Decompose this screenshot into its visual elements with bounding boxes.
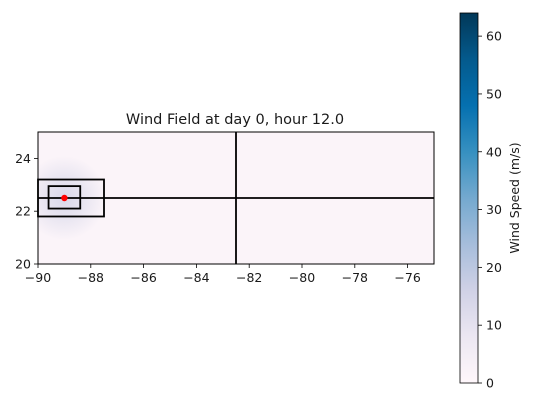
x-tick-label: −88 (78, 270, 104, 285)
x-tick-label: −90 (25, 270, 51, 285)
colorbar-tick-label: 0 (486, 376, 494, 391)
colorbar-tick-label: 30 (486, 202, 502, 217)
colorbar: 0 10 20 30 40 50 60 Wind Speed (m/s) (459, 12, 522, 391)
storm-center-point (61, 194, 68, 202)
chart-title: Wind Field at day 0, hour 12.0 (126, 112, 344, 128)
inner-box (47, 185, 82, 210)
colorbar-tick-label: 60 (486, 29, 502, 44)
colorbar-label: Wind Speed (m/s) (507, 142, 522, 253)
y-tick-label: 24 (15, 151, 31, 166)
x-tick-label: −80 (289, 270, 315, 285)
plot-area: −90 −88 −86 −84 −82 −80 −78 −76 20 22 24 (15, 131, 435, 285)
x-tick-label: −84 (183, 270, 209, 285)
x-tick-label: −76 (394, 270, 420, 285)
colorbar-tick-label: 20 (486, 260, 502, 275)
x-tick-label: −78 (342, 270, 368, 285)
colorbar-frame (459, 12, 479, 384)
colorbar-tick-label: 10 (486, 318, 502, 333)
y-tick-label: 22 (15, 204, 31, 219)
colorbar-tick-label: 40 (486, 144, 502, 159)
colorbar-tick-label: 50 (486, 86, 502, 101)
plot-frame (37, 131, 435, 265)
y-tick-label: 20 (15, 257, 31, 272)
colorbar-gradient (460, 13, 478, 383)
x-tick-label: −86 (130, 270, 156, 285)
x-tick-label: −82 (236, 270, 262, 285)
